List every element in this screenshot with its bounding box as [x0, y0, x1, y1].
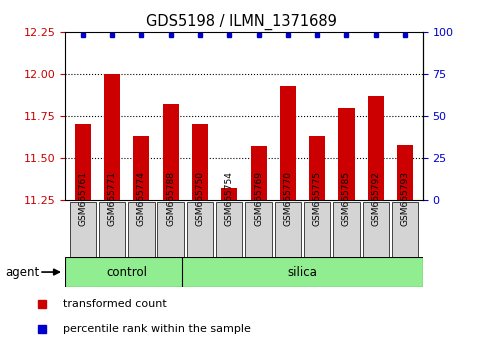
Bar: [157, 202, 184, 257]
Text: GSM665775: GSM665775: [313, 171, 322, 227]
Text: GSM665792: GSM665792: [371, 172, 380, 227]
Bar: [397, 144, 413, 200]
Bar: [99, 202, 125, 257]
Text: silica: silica: [287, 266, 317, 279]
Bar: [309, 136, 325, 200]
Bar: [75, 124, 91, 200]
Text: GSM665761: GSM665761: [78, 171, 87, 227]
Bar: [339, 108, 355, 200]
Bar: [368, 96, 384, 200]
Text: GSM665771: GSM665771: [108, 171, 116, 227]
Bar: [216, 202, 242, 257]
Bar: [133, 136, 149, 200]
Text: GSM665774: GSM665774: [137, 172, 146, 227]
Text: percentile rank within the sample: percentile rank within the sample: [63, 324, 251, 334]
Bar: [363, 202, 389, 257]
Bar: [128, 202, 155, 257]
Text: GSM665788: GSM665788: [166, 171, 175, 227]
Text: GSM665793: GSM665793: [400, 171, 410, 227]
Text: GDS5198 / ILMN_1371689: GDS5198 / ILMN_1371689: [146, 14, 337, 30]
Bar: [304, 202, 330, 257]
Text: GSM665769: GSM665769: [254, 171, 263, 227]
Bar: [245, 202, 272, 257]
Bar: [104, 74, 120, 200]
Bar: [70, 202, 96, 257]
Bar: [280, 86, 296, 200]
Bar: [187, 202, 213, 257]
Bar: [183, 257, 423, 287]
Text: transformed count: transformed count: [63, 299, 167, 309]
Bar: [65, 257, 188, 287]
Text: agent: agent: [5, 266, 39, 279]
Bar: [251, 146, 267, 200]
Text: GSM665770: GSM665770: [284, 171, 292, 227]
Bar: [221, 188, 237, 200]
Bar: [163, 104, 179, 200]
Bar: [392, 202, 418, 257]
Text: GSM665754: GSM665754: [225, 172, 234, 227]
Text: control: control: [106, 266, 147, 279]
Bar: [333, 202, 360, 257]
Text: GSM665750: GSM665750: [196, 171, 204, 227]
Text: GSM665785: GSM665785: [342, 171, 351, 227]
Bar: [275, 202, 301, 257]
Bar: [192, 124, 208, 200]
